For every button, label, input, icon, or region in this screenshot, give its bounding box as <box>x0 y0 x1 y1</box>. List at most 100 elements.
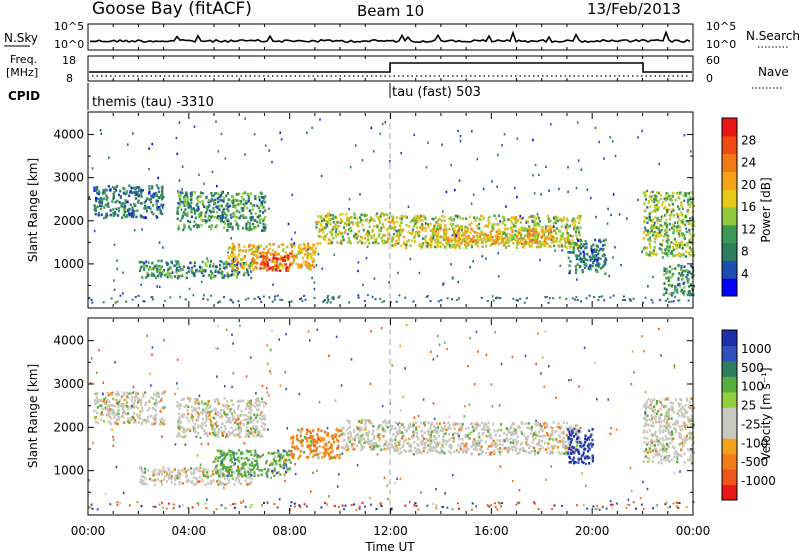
heatmap-cell <box>111 185 114 189</box>
heatmap-cell <box>216 449 219 452</box>
heatmap-cell <box>671 272 674 276</box>
heatmap-cell <box>308 247 311 250</box>
heatmap-cell <box>156 473 159 476</box>
heatmap-cell <box>345 212 348 216</box>
heatmap-cell <box>210 276 213 280</box>
heatmap-cell <box>247 297 250 300</box>
heatmap-cell <box>317 438 321 441</box>
heatmap-cell <box>288 467 291 471</box>
heatmap-cell <box>140 398 143 402</box>
heatmap-cell <box>412 300 415 303</box>
heatmap-cell <box>447 432 450 436</box>
heatmap-cell <box>238 425 241 428</box>
heatmap-cell <box>662 256 664 259</box>
heatmap-cell <box>573 298 576 301</box>
heatmap-cell <box>201 480 204 483</box>
heatmap-cell <box>371 445 374 449</box>
heatmap-cell <box>574 254 577 257</box>
heatmap-cell <box>373 277 376 280</box>
heatmap-cell <box>475 224 478 227</box>
heatmap-cell <box>154 413 157 417</box>
heatmap-cell <box>192 225 195 228</box>
heatmap-cell <box>133 229 136 232</box>
heatmap-cell <box>678 197 681 200</box>
heatmap-cell <box>244 153 246 156</box>
heatmap-cell <box>418 244 421 247</box>
heatmap-cell <box>325 215 328 219</box>
heatmap-cell <box>515 236 518 239</box>
heatmap-cell <box>235 434 238 437</box>
heatmap-cell <box>109 392 112 395</box>
heatmap-cell <box>252 434 255 438</box>
heatmap-cell <box>174 275 177 278</box>
heatmap-cell <box>195 435 198 438</box>
heatmap-cell <box>586 258 589 262</box>
heatmap-cell <box>384 421 387 425</box>
heatmap-cell <box>244 474 247 478</box>
heatmap-cell <box>210 274 213 277</box>
heatmap-cell <box>496 239 499 242</box>
heatmap-cell <box>324 226 327 230</box>
heatmap-cell <box>370 448 373 451</box>
heatmap-cell <box>271 160 273 164</box>
heatmap-cell <box>560 244 564 248</box>
heatmap-cell <box>687 210 690 214</box>
heatmap-cell <box>260 300 263 303</box>
heatmap-cell <box>552 216 555 220</box>
heatmap-cell <box>502 232 505 236</box>
heatmap-cell <box>504 242 507 246</box>
heatmap-cell <box>395 300 398 303</box>
heatmap-cell <box>531 441 534 444</box>
heatmap-cell <box>217 430 220 434</box>
heatmap-cell <box>643 231 646 234</box>
heatmap-cell <box>333 435 336 438</box>
heatmap-cell <box>671 223 674 227</box>
heatmap-cell <box>181 216 184 220</box>
heatmap-cell <box>245 263 248 267</box>
heatmap-cell <box>88 196 91 199</box>
heatmap-cell <box>277 263 280 266</box>
heatmap-cell <box>498 236 501 239</box>
heatmap-cell <box>145 264 148 268</box>
heatmap-cell <box>429 433 432 436</box>
heatmap-cell <box>199 466 202 470</box>
heatmap-cell <box>437 451 440 454</box>
heatmap-cell <box>566 223 569 226</box>
heatmap-cell <box>426 295 429 298</box>
heatmap-cell <box>567 251 570 254</box>
heatmap-cell <box>250 453 253 456</box>
heatmap-cell <box>229 298 232 301</box>
heatmap-cell <box>116 184 119 188</box>
heatmap-cell <box>386 239 389 242</box>
heatmap-cell <box>136 398 139 402</box>
heatmap-cell <box>479 233 482 236</box>
heatmap-cell <box>666 210 669 214</box>
heatmap-cell <box>138 416 141 419</box>
heatmap-cell <box>388 446 391 450</box>
heatmap-cell <box>155 264 158 267</box>
heatmap-cell <box>177 420 180 423</box>
heatmap-cell <box>254 254 257 257</box>
heatmap-cell <box>275 264 278 268</box>
heatmap-cell <box>446 242 449 246</box>
nsky-label: N.Sky <box>4 31 38 45</box>
heatmap-cell <box>101 198 104 202</box>
heatmap-cell <box>245 202 248 205</box>
heatmap-cell <box>576 299 579 301</box>
heatmap-cell <box>478 226 481 230</box>
heatmap-cell <box>185 480 188 483</box>
heatmap-cell <box>661 225 664 228</box>
heatmap-cell <box>367 437 370 441</box>
heatmap-cell <box>108 412 111 415</box>
heatmap-cell <box>244 435 247 439</box>
heatmap-cell <box>547 442 550 445</box>
heatmap-cell <box>561 249 563 252</box>
heatmap-cell <box>341 212 344 216</box>
heatmap-cell <box>329 451 333 454</box>
heatmap-cell <box>370 218 373 222</box>
heatmap-cell <box>240 214 243 218</box>
heatmap-cell <box>251 468 254 471</box>
heatmap-cell <box>228 466 231 469</box>
heatmap-cell <box>321 267 323 270</box>
heatmap-cell <box>253 226 256 229</box>
